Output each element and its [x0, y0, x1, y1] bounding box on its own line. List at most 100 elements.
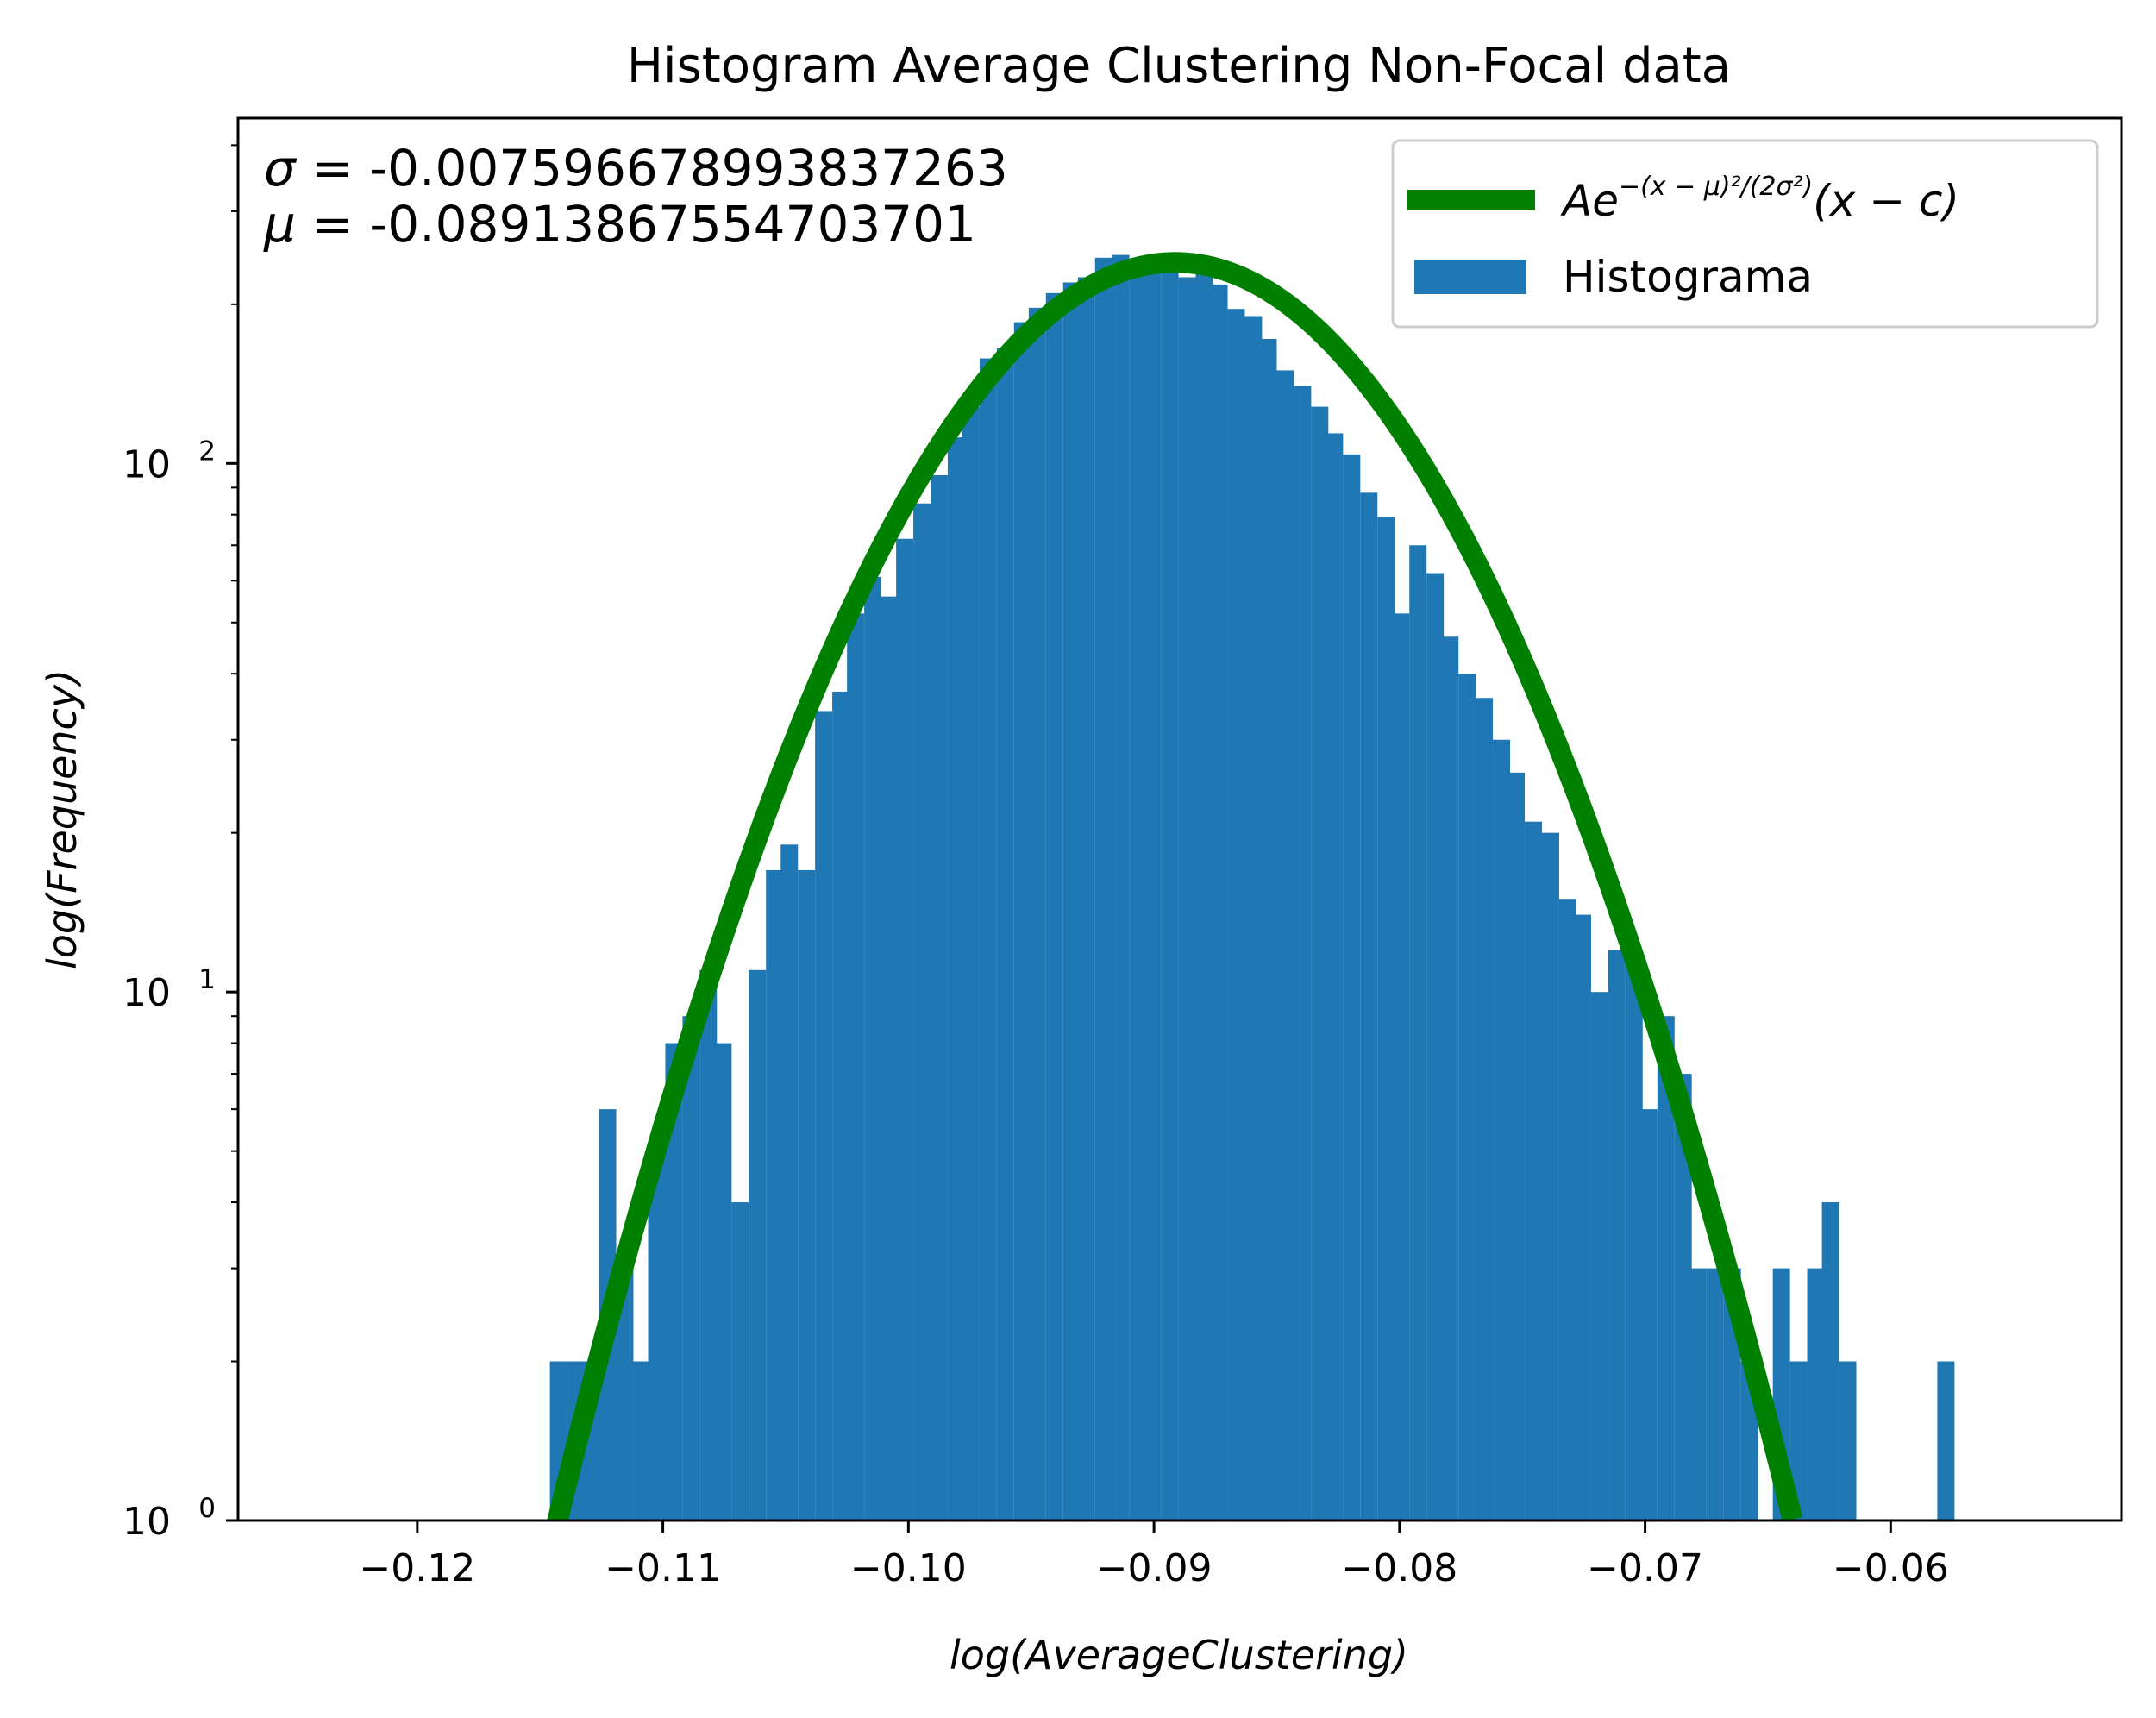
histogram-bar: [979, 358, 997, 1520]
histogram-bar: [633, 1361, 651, 1520]
histogram-bar: [832, 691, 850, 1520]
histogram-bar: [1937, 1361, 1955, 1520]
histogram-bar: [1129, 262, 1147, 1520]
histogram-bar: [1807, 1268, 1825, 1520]
x-axis-ticks: −0.12 −0.11 −0.10 −0.09 −0.08 −0.07 −0.06: [359, 1520, 1949, 1590]
axes-frame: [236, 116, 2123, 1522]
histogram-bar: [1674, 1074, 1692, 1520]
histogram-bar: [699, 969, 718, 1520]
histogram-bar: [1789, 1361, 1808, 1520]
fit-curve-group: [547, 252, 1803, 1520]
histogram-bar: [1706, 1268, 1724, 1520]
legend-fit-label: Ae−(x − μ)²/(2σ²)(x − c): [1560, 172, 1959, 226]
histogram-bar: [1657, 1016, 1675, 1520]
y-tick-label: 10 0: [122, 1493, 216, 1544]
histogram-bar: [864, 576, 882, 1520]
histogram-bar: [714, 1043, 732, 1520]
histogram-bar: [1409, 545, 1427, 1520]
histogram-bar: [1077, 277, 1095, 1520]
mu-annotation: μ = -0.08913867554703701: [263, 195, 976, 254]
chart-title: Histogram Average Clustering Non-Focal d…: [627, 38, 1731, 94]
sigma-symbol: σ: [264, 139, 298, 198]
histogram-bar: [1426, 573, 1445, 1520]
legend-fit-main: Ae: [1560, 176, 1619, 226]
sigma-annotation: σ = -0.007596678993837263: [264, 139, 1008, 198]
legend-fit-tail: (x − c): [1813, 176, 1959, 226]
histogram-bar: [1343, 454, 1361, 1520]
histogram-bar: [1144, 255, 1162, 1520]
histogram-bar: [1294, 386, 1312, 1520]
histogram-bars: [549, 254, 1955, 1520]
y-axis-label: log(Frequency): [39, 669, 85, 969]
x-tick-label: −0.09: [1096, 1546, 1213, 1590]
mu-symbol: μ: [263, 195, 296, 254]
legend-fit-exponent: −(x − μ)²/(2σ²): [1619, 172, 1813, 202]
legend-patch-swatch: [1414, 260, 1526, 294]
histogram-bar: [913, 503, 931, 1520]
histogram-bar: [1045, 292, 1063, 1520]
histogram-bar: [766, 869, 784, 1520]
histogram-bar: [1377, 517, 1395, 1520]
x-tick-label: −0.11: [605, 1546, 721, 1590]
fit-curve: [547, 252, 1803, 1520]
sigma-value: = -0.007596678993837263: [296, 139, 1008, 198]
histogram-bar: [930, 474, 948, 1520]
histogram-bar: [1574, 914, 1591, 1520]
histogram-bar: [1458, 674, 1476, 1520]
histogram-bar: [1326, 433, 1344, 1520]
histogram-bar: [682, 1016, 700, 1520]
legend: Ae−(x − μ)²/(2σ²)(x − c) Histograma: [1391, 139, 2099, 329]
y-tick-label: 10 1: [122, 964, 216, 1015]
x-axis-label: log(AverageClustering): [950, 1632, 1408, 1678]
histogram-bar: [1639, 1109, 1658, 1520]
histogram-bar: [1259, 338, 1277, 1520]
histogram-bar: [962, 406, 980, 1520]
histogram-bar: [1507, 772, 1526, 1520]
y-tick-label: 10 2: [122, 436, 216, 486]
x-tick-label: −0.07: [1587, 1546, 1703, 1590]
mu-value: = -0.08913867554703701: [296, 195, 976, 254]
histogram-bar: [1195, 272, 1213, 1520]
histogram-bar: [1094, 257, 1112, 1520]
histogram-bar: [1210, 284, 1228, 1520]
legend-box: [1391, 139, 2099, 329]
histogram-bar: [1493, 739, 1510, 1520]
histogram-bar: [1227, 309, 1245, 1520]
histogram-bar: [847, 613, 865, 1520]
x-tick-label: −0.12: [359, 1546, 475, 1590]
histogram-bar: [616, 1268, 634, 1520]
histogram-bar: [1028, 307, 1046, 1520]
histogram-bar: [996, 348, 1014, 1520]
x-tick-label: −0.10: [850, 1546, 967, 1590]
legend-histogram-label: Histograma: [1563, 252, 1813, 302]
histogram-bar: [1311, 406, 1329, 1520]
histogram-bar: [1276, 370, 1294, 1520]
histogram-bar: [881, 596, 899, 1520]
histogram-bar: [1244, 316, 1263, 1520]
histogram-bar: [798, 869, 816, 1520]
histogram-bar: [1525, 821, 1543, 1520]
histogram-bar: [665, 1043, 683, 1520]
histogram-bar: [1558, 899, 1576, 1520]
x-tick-label: −0.06: [1833, 1546, 1949, 1590]
histogram-bar: [1625, 950, 1643, 1520]
histogram-bar: [1839, 1361, 1857, 1520]
histogram-bar: [1178, 277, 1196, 1520]
histogram-bar: [1161, 258, 1179, 1520]
histogram-bar: [1476, 698, 1494, 1520]
histogram-bar: [749, 969, 767, 1520]
histogram-bar: [896, 538, 914, 1520]
histogram-bar: [1608, 950, 1626, 1520]
histogram-bar: [1062, 282, 1081, 1520]
histogram-bar: [1821, 1202, 1839, 1520]
histogram-bar: [1360, 492, 1378, 1520]
histogram-bar: [648, 1151, 666, 1520]
histogram-bar: [1013, 322, 1031, 1520]
histogram-bar: [1441, 636, 1459, 1520]
x-tick-label: −0.08: [1341, 1546, 1457, 1590]
histogram-bar: [1392, 613, 1410, 1520]
histogram-bar: [1590, 992, 1608, 1520]
histogram-bar: [780, 844, 799, 1520]
